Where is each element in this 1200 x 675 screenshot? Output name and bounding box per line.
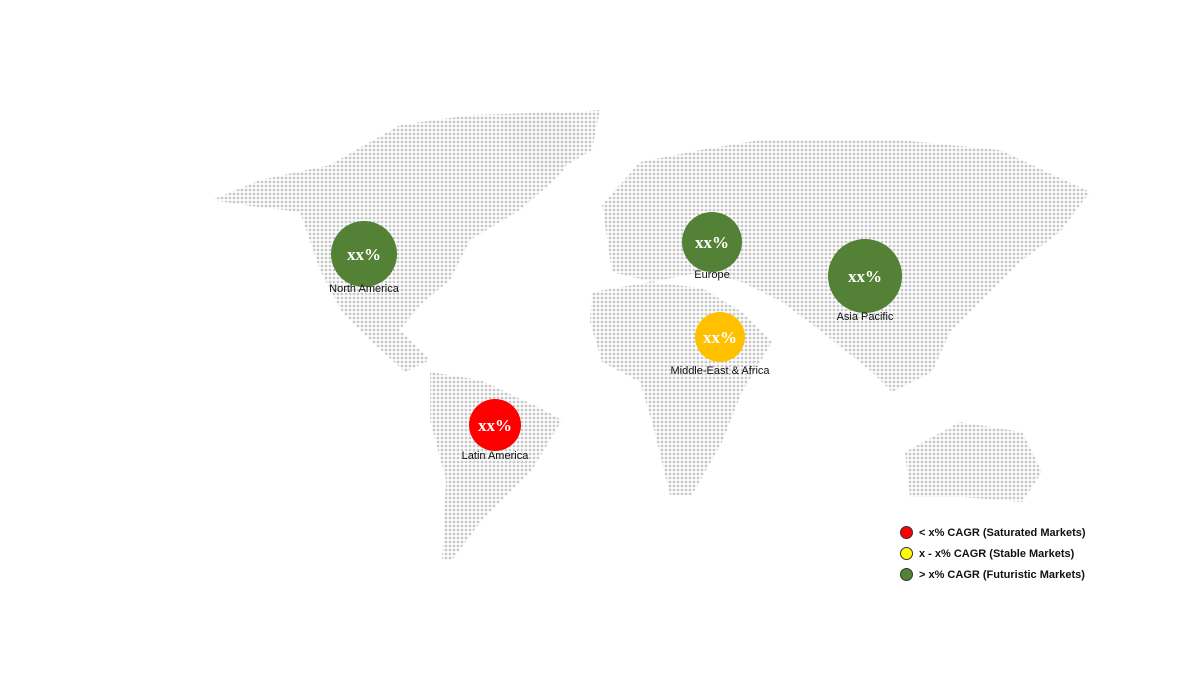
north-america-landmass <box>212 112 585 372</box>
legend-label: > x% CAGR (Futuristic Markets) <box>919 568 1085 581</box>
legend-label: < x% CAGR (Saturated Markets) <box>919 526 1086 539</box>
region-label-north-america: North America <box>329 283 400 295</box>
legend-swatch <box>900 547 913 560</box>
region-label-asia-pacific: Asia Pacific <box>837 311 894 323</box>
bubble-value: xx% <box>347 245 381 264</box>
legend-label: x - x% CAGR (Stable Markets) <box>919 547 1075 560</box>
legend: < x% CAGR (Saturated Markets) x - x% CAG… <box>900 522 1086 585</box>
bubble-asia-pacific <box>828 239 902 313</box>
bubble-latin-america <box>469 399 521 451</box>
bubble-value: xx% <box>695 233 729 252</box>
legend-swatch <box>900 568 913 581</box>
legend-item-futuristic: > x% CAGR (Futuristic Markets) <box>900 564 1086 585</box>
legend-item-stable: x - x% CAGR (Stable Markets) <box>900 543 1086 564</box>
bubble-value: xx% <box>703 328 737 347</box>
region-label-latin-america: Latin America <box>462 450 530 462</box>
greenland-landmass <box>500 110 600 178</box>
australia-landmass <box>905 422 1042 502</box>
bubble-middle-east-africa <box>695 312 745 362</box>
region-label-europe: Europe <box>694 269 729 281</box>
bubble-value: xx% <box>478 416 512 435</box>
legend-swatch <box>900 526 913 539</box>
region-label-middle-east-africa: Middle-East & Africa <box>670 365 770 377</box>
africa-landmass <box>590 282 772 495</box>
continents <box>212 110 1090 560</box>
bubble-north-america <box>331 221 397 287</box>
bubble-value: xx% <box>848 267 882 286</box>
south-america-landmass <box>430 372 562 560</box>
legend-item-saturated: < x% CAGR (Saturated Markets) <box>900 522 1086 543</box>
bubble-europe <box>682 212 742 272</box>
